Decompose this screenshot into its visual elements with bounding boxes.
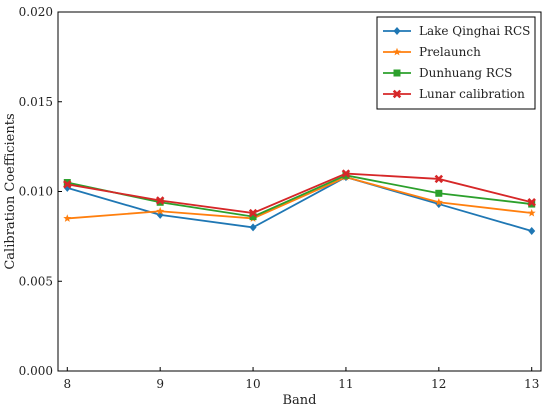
x-tick-label: 8	[63, 377, 71, 391]
data-point	[527, 208, 536, 217]
y-tick-label: 0.015	[19, 95, 53, 109]
y-tick-label: 0.005	[19, 274, 53, 288]
legend-marker	[393, 69, 401, 77]
data-point	[435, 189, 443, 197]
legend-marker	[393, 47, 401, 56]
series-line	[67, 176, 532, 232]
data-point	[156, 207, 165, 215]
legend-label: Lunar calibration	[419, 87, 525, 101]
legend-label: Dunhuang RCS	[419, 66, 512, 80]
series-line	[67, 174, 532, 218]
x-tick-label: 12	[431, 377, 446, 391]
series-layer	[63, 169, 536, 235]
data-point	[527, 198, 536, 207]
data-point	[249, 213, 257, 221]
legend-label: Prelaunch	[419, 45, 481, 59]
data-point	[341, 169, 351, 178]
data-point	[63, 214, 72, 222]
legend-marker	[393, 27, 401, 35]
series-line	[67, 172, 532, 214]
data-point	[248, 208, 258, 218]
x-tick-label: 13	[524, 377, 539, 391]
x-axis-label: Band	[283, 393, 317, 408]
y-tick-label: 0.000	[19, 364, 53, 378]
y-axis: 0.000 0.005 0.010 0.015 0.020	[19, 5, 62, 378]
y-axis-label: Calibration Coefficients	[3, 113, 18, 269]
plot-frame	[57, 11, 542, 372]
legend-label: Lake Qinghai RCS	[419, 24, 530, 38]
legend-marker	[392, 89, 402, 99]
data-point	[155, 196, 165, 205]
legend: Lake Qinghai RCS Prelaunch Dunhuang RCS Lun…	[376, 16, 536, 110]
x-tick-label: 9	[156, 377, 164, 391]
x-axis: 8 9 10 11 12 13	[63, 367, 539, 391]
data-point	[63, 180, 72, 189]
data-point	[434, 198, 443, 206]
y-tick-label: 0.010	[19, 185, 53, 199]
x-tick-label: 10	[245, 377, 260, 391]
series-line	[67, 176, 532, 220]
data-point	[434, 174, 444, 184]
y-tick-label: 0.020	[19, 5, 53, 19]
data-point	[528, 226, 536, 235]
x-tick-label: 11	[338, 377, 353, 391]
data-point	[249, 223, 257, 232]
